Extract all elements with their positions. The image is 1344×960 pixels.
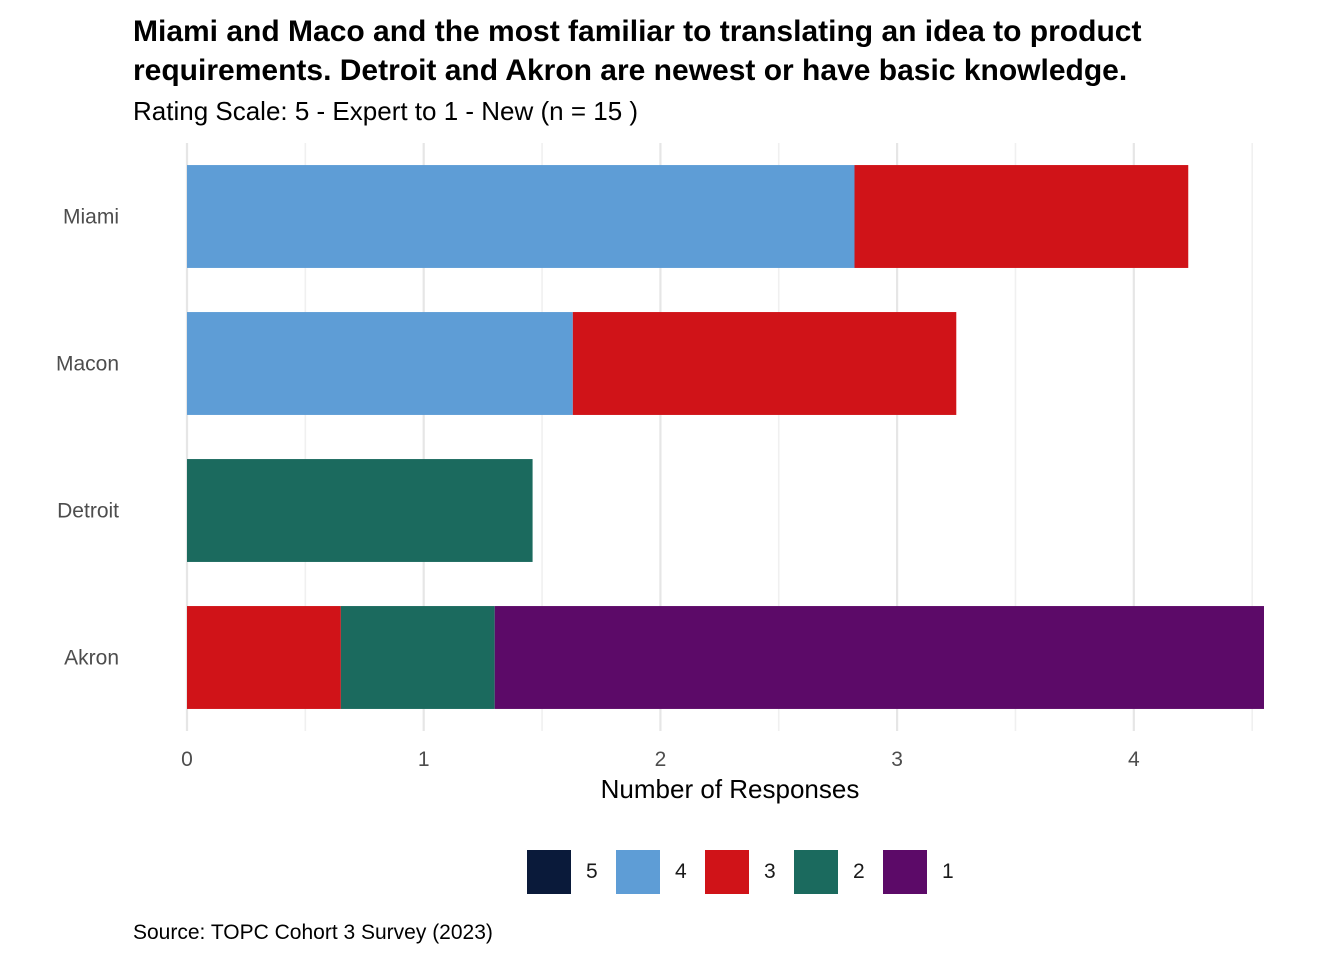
bar-detroit-rating-2	[187, 459, 533, 562]
legend-swatch	[794, 849, 838, 894]
bar-miami-rating-4	[187, 165, 855, 268]
legend-item-4: 4	[616, 849, 687, 894]
legend-label: 3	[764, 859, 776, 883]
legend-swatch	[527, 849, 571, 894]
y-tick-label: Macon	[56, 353, 119, 376]
chart-title-line-1: Miami and Maco and the most familiar to …	[133, 15, 1142, 48]
bar-akron-rating-3	[187, 606, 341, 709]
legend: 5 4 3 2 1	[527, 849, 972, 894]
bar-chart: Miami Macon Detroit Akron 0 1 2 3 4 Number of R…	[56, 143, 1264, 804]
legend-label: 5	[586, 859, 598, 883]
legend-label: 4	[675, 859, 687, 883]
bar-akron-rating-1	[494, 606, 1264, 709]
legend-swatch	[616, 849, 660, 894]
legend-label: 1	[942, 859, 954, 883]
x-tick-label: 1	[418, 748, 430, 771]
chart-caption: Source: TOPC Cohort 3 Survey (2023)	[133, 921, 493, 944]
x-tick-label: 2	[655, 748, 667, 771]
legend-item-5: 5	[527, 849, 598, 894]
x-tick-label: 3	[891, 748, 903, 771]
chart-title: Miami and Maco and the most familiar to …	[133, 12, 1333, 90]
x-tick-label: 4	[1128, 748, 1140, 771]
legend-label: 2	[853, 859, 865, 883]
chart-subtitle: Rating Scale: 5 - Expert to 1 - New (n =…	[133, 96, 639, 126]
y-axis-labels: Miami Macon Detroit Akron	[56, 206, 119, 670]
x-axis-title: Number of Responses	[601, 774, 860, 804]
y-tick-label: Akron	[64, 647, 119, 670]
legend-swatch	[883, 849, 927, 894]
x-tick-label: 0	[181, 748, 193, 771]
chart-title-line-2: requirements. Detroit and Akron are newe…	[133, 54, 1128, 87]
bar-akron-rating-2	[340, 606, 495, 709]
bar-macon-rating-3	[572, 312, 957, 415]
legend-item-1: 1	[883, 849, 954, 894]
bars	[187, 165, 1264, 709]
y-tick-label: Miami	[63, 206, 119, 229]
legend-swatch	[705, 849, 749, 894]
legend-item-2: 2	[794, 849, 865, 894]
legend-item-3: 3	[705, 849, 776, 894]
bar-macon-rating-4	[187, 312, 573, 415]
y-tick-label: Detroit	[57, 500, 119, 523]
bar-miami-rating-3	[854, 165, 1189, 268]
x-axis-tick-labels: 0 1 2 3 4	[181, 748, 1140, 771]
